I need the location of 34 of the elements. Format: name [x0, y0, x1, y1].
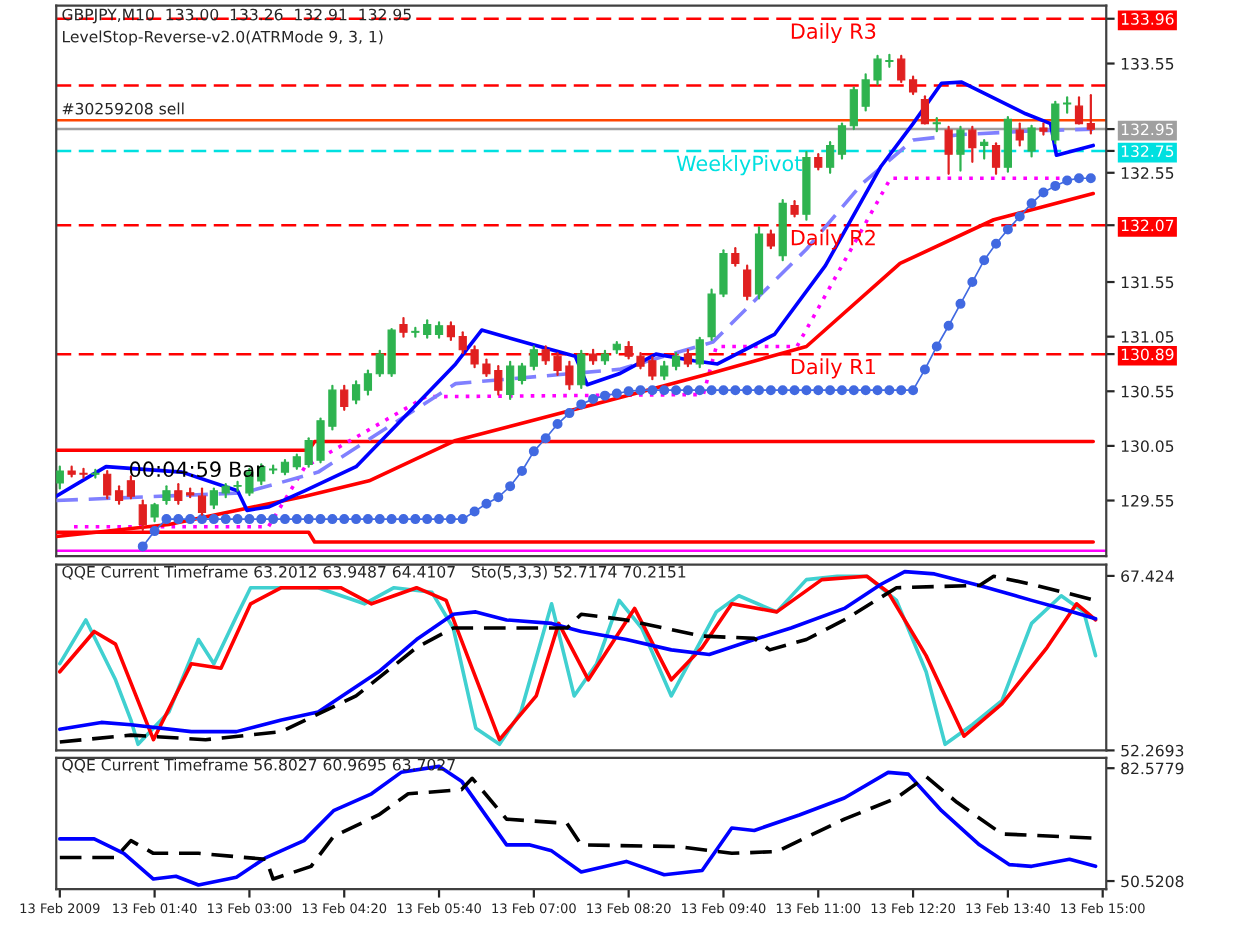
- candlestick: [743, 264, 752, 301]
- candlestick: [138, 499, 147, 532]
- candlestick: [932, 117, 941, 133]
- annotation: WeeklyPivot: [676, 155, 802, 176]
- candlestick: [1074, 96, 1084, 125]
- candlestick: [968, 125, 977, 163]
- candlestick: [826, 141, 835, 174]
- candlestick: [351, 380, 361, 405]
- candlestick: [991, 142, 1001, 175]
- candlestick: [1086, 94, 1095, 135]
- candlestick: [103, 469, 112, 500]
- candlestick: [340, 384, 349, 411]
- candlestick: [695, 336, 704, 369]
- annotation: Daily R1: [791, 358, 875, 379]
- candlestick: [980, 138, 989, 160]
- candlestick: [1051, 100, 1060, 145]
- candlestick: [506, 360, 515, 401]
- candlestick: [399, 316, 408, 338]
- candlestick: [944, 125, 953, 175]
- candlestick: [126, 475, 136, 500]
- candlestick: [517, 362, 527, 385]
- candlestick: [577, 349, 586, 390]
- annotation: Daily R3: [791, 22, 876, 44]
- candlestick: [1027, 124, 1036, 158]
- candlestick: [897, 54, 906, 84]
- candlestick: [1039, 122, 1048, 136]
- candlestick: [837, 122, 847, 160]
- candlestick: [1015, 122, 1024, 147]
- candlestick: [920, 95, 930, 125]
- candlestick: [56, 465, 64, 490]
- candlestick: [363, 369, 373, 396]
- candlestick: [209, 487, 218, 510]
- candlestick: [529, 345, 538, 371]
- candlestick: [956, 125, 965, 172]
